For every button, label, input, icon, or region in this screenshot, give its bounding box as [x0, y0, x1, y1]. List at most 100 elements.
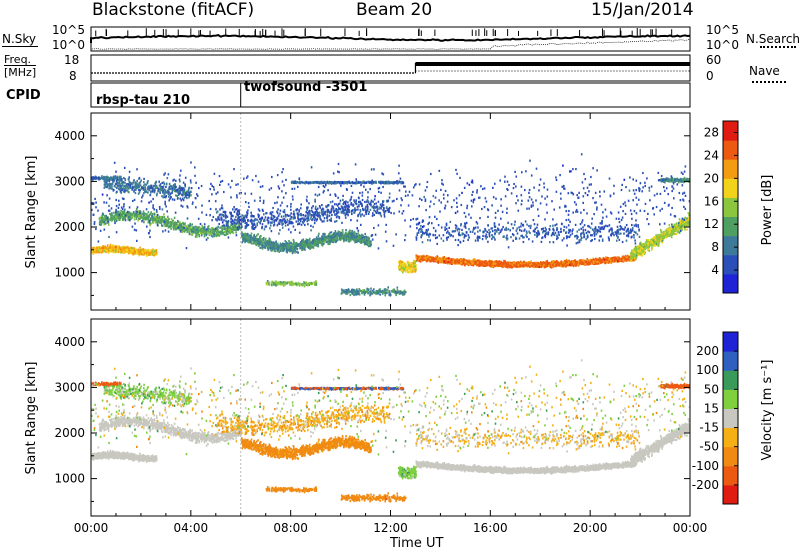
power-cell: [367, 200, 370, 203]
power-cell: [370, 292, 373, 295]
power-cell: [279, 209, 282, 212]
power-cell: [304, 243, 306, 246]
power-cell: [117, 184, 119, 187]
power-cell: [272, 224, 275, 227]
power-cell: [324, 210, 327, 213]
power-cell: [334, 213, 336, 216]
power-cell: [269, 224, 272, 227]
power-cell: [274, 250, 277, 253]
power-cell: [116, 249, 119, 252]
power-cell: [134, 215, 136, 218]
power-cell: [227, 228, 230, 231]
power-cell: [280, 282, 282, 285]
power-cell: [373, 288, 375, 291]
power-cell: [179, 226, 181, 229]
power-cell: [351, 229, 353, 233]
power-cell: [148, 222, 151, 225]
power-cell: [127, 218, 130, 221]
power-cell: [374, 210, 377, 213]
power-cell: [115, 215, 117, 219]
power-cell: [290, 220, 293, 223]
power-cell: [386, 291, 388, 294]
power-cell: [132, 180, 135, 184]
power-cell: [413, 263, 415, 267]
power-cell: [98, 217, 101, 220]
power-cell: [248, 235, 250, 239]
power-cell: [273, 242, 275, 246]
power-cell: [304, 223, 306, 227]
power-cell: [338, 217, 341, 220]
power-cell: [231, 230, 234, 233]
power-cell: [239, 215, 242, 218]
power-cell: [353, 237, 356, 240]
power-cell: [414, 263, 416, 266]
power-cell: [118, 184, 120, 188]
power-cell: [321, 213, 323, 216]
power-cell: [105, 178, 107, 182]
power-cell: [379, 206, 381, 209]
power-cell: [185, 228, 187, 231]
power-cell: [315, 208, 318, 212]
power-cell: [179, 180, 181, 183]
power-cell: [166, 221, 168, 224]
power-cell: [357, 235, 360, 238]
power-cell: [368, 240, 370, 243]
power-cell: [407, 267, 410, 270]
power-cell: [244, 214, 247, 217]
power-cell: [357, 215, 359, 218]
power-cell: [349, 235, 351, 238]
power-cell: [349, 236, 352, 239]
power-cell: [196, 233, 198, 236]
power-cell: [118, 210, 120, 213]
power-cell: [118, 245, 120, 248]
power-cell: [204, 233, 207, 236]
power-cell: [173, 223, 175, 227]
power-cell: [161, 181, 164, 184]
power-cell: [123, 184, 125, 188]
power-cell: [280, 247, 283, 250]
power-cell: [353, 200, 356, 204]
power-cell: [236, 212, 238, 215]
power-cell: [334, 239, 336, 242]
power-cell: [367, 292, 369, 295]
power-cell: [253, 222, 255, 225]
power-cell: [186, 228, 189, 231]
power-cell: [319, 206, 321, 209]
power-cell: [410, 267, 412, 270]
power-cell: [165, 217, 168, 221]
power-cell: [366, 291, 369, 294]
power-cell: [136, 214, 138, 217]
power-cell: [247, 238, 250, 241]
power-cell: [124, 208, 126, 211]
power-cell: [134, 191, 137, 195]
power-cell: [162, 196, 165, 199]
power-cell: [328, 237, 330, 240]
power-cell: [166, 191, 168, 194]
power-cell: [304, 282, 307, 285]
power-cell: [314, 217, 317, 220]
power-cell: [346, 292, 349, 295]
power-cell: [351, 212, 353, 216]
power-cell: [133, 179, 135, 182]
power-cell: [224, 216, 227, 219]
power-cell: [372, 212, 374, 215]
freq-nave-traces: [91, 62, 690, 74]
power-cell: [193, 227, 196, 230]
power-cell: [334, 203, 336, 206]
power-cell: [139, 217, 141, 220]
power-cell: [98, 223, 101, 226]
power-cell: [105, 247, 108, 250]
power-cell: [386, 206, 388, 209]
power-cell: [327, 204, 330, 207]
power-cell: [221, 230, 224, 233]
power-cell: [144, 214, 147, 217]
power-cell: [148, 219, 150, 222]
power-cell: [99, 216, 101, 219]
power-cell: [370, 201, 372, 204]
power-cell: [202, 226, 204, 229]
power-cell: [330, 182, 333, 185]
power-cell: [292, 216, 295, 219]
power-cell: [356, 291, 358, 294]
power-cell: [145, 251, 147, 254]
power-cell: [317, 234, 320, 237]
